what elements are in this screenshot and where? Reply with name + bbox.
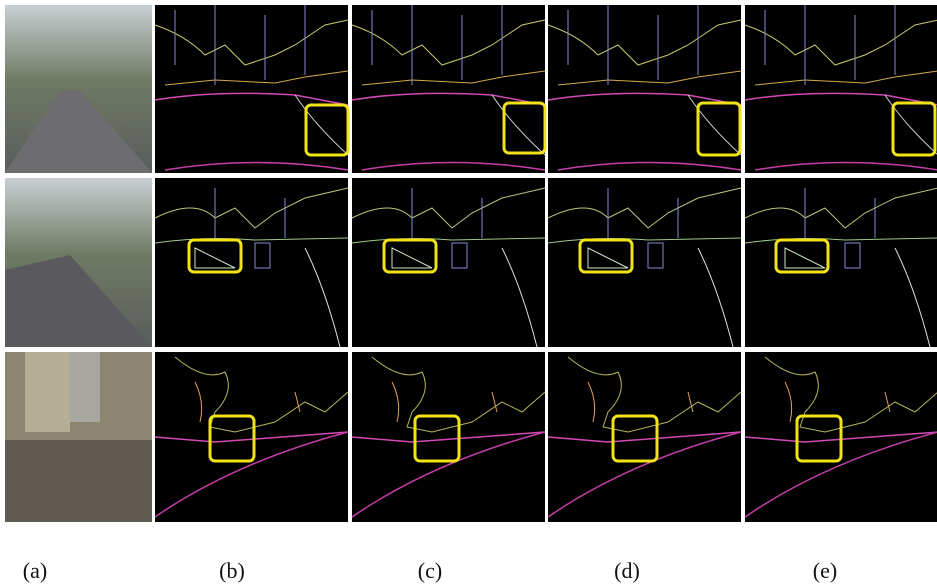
column-label: (c)	[418, 558, 442, 583]
column-label: (a)	[23, 558, 47, 583]
column-label: (d)	[614, 558, 640, 583]
column-label: (b)	[219, 558, 245, 583]
column-label: (e)	[813, 558, 837, 583]
figure: (a) (b) (c) (d) (e)	[0, 0, 937, 585]
edge-maps	[155, 5, 937, 522]
photo-column	[5, 5, 152, 522]
